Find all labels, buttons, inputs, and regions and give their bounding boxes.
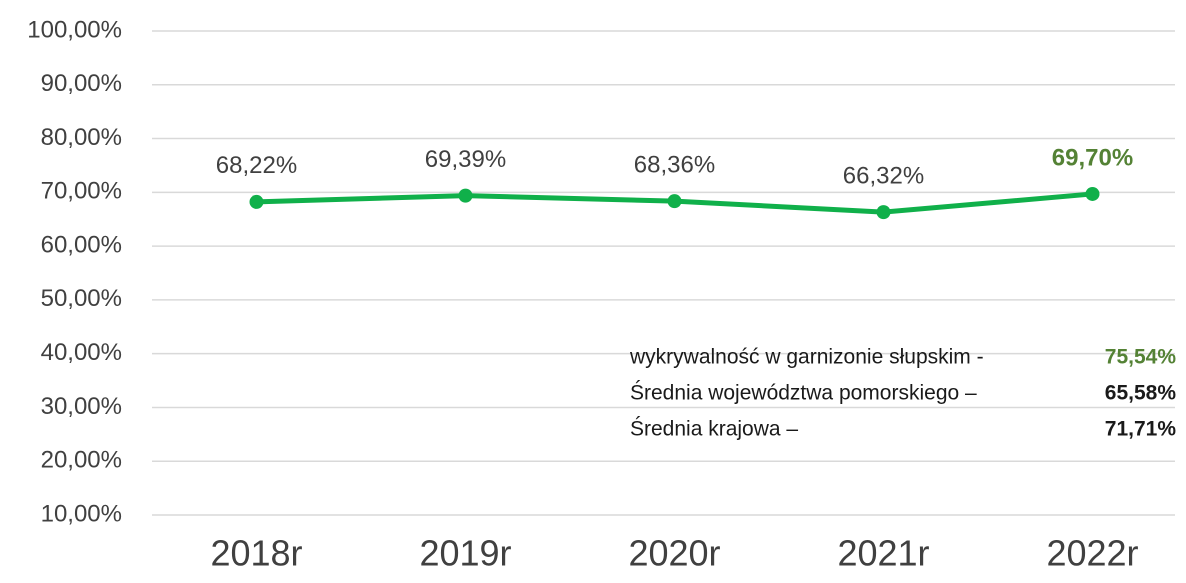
point xyxy=(876,205,891,220)
point xyxy=(667,194,682,209)
annotation-value: 71,71% xyxy=(1105,418,1177,441)
y-tick-label: 10,00% xyxy=(41,500,122,527)
data-label: 66,32% xyxy=(843,162,924,189)
y-tick-label: 80,00% xyxy=(41,124,122,151)
point xyxy=(1085,186,1100,201)
y-tick-label: 70,00% xyxy=(41,178,122,205)
x-tick-label: 2020r xyxy=(628,533,720,574)
data-label: 69,70% xyxy=(1052,144,1133,171)
annotation-value: 75,54% xyxy=(1105,346,1177,369)
x-tick-label: 2018r xyxy=(210,533,302,574)
x-tick-label: 2021r xyxy=(837,533,929,574)
x-tick-label: 2022r xyxy=(1046,533,1138,574)
y-tick-label: 60,00% xyxy=(41,231,122,258)
y-tick-label: 20,00% xyxy=(41,447,122,474)
data-label: 68,22% xyxy=(216,152,297,179)
y-tick-label: 40,00% xyxy=(41,339,122,366)
data-label: 68,36% xyxy=(634,151,715,178)
point xyxy=(249,194,264,209)
x-tick-label: 2019r xyxy=(419,533,511,574)
annotation-value: 65,58% xyxy=(1105,382,1177,405)
annotation-text: Średnia województwa pomorskiego – xyxy=(630,381,977,405)
point xyxy=(458,188,473,203)
annotation-text: Średnia krajowa – xyxy=(630,417,798,441)
y-tick-label: 50,00% xyxy=(41,285,122,312)
annotation-text: wykrywalność w garnizonie słupskim - xyxy=(629,346,984,369)
data-label: 69,39% xyxy=(425,146,506,173)
y-tick-label: 90,00% xyxy=(41,70,122,97)
y-tick-label: 30,00% xyxy=(41,393,122,420)
y-tick-label: 100,00% xyxy=(27,16,122,43)
